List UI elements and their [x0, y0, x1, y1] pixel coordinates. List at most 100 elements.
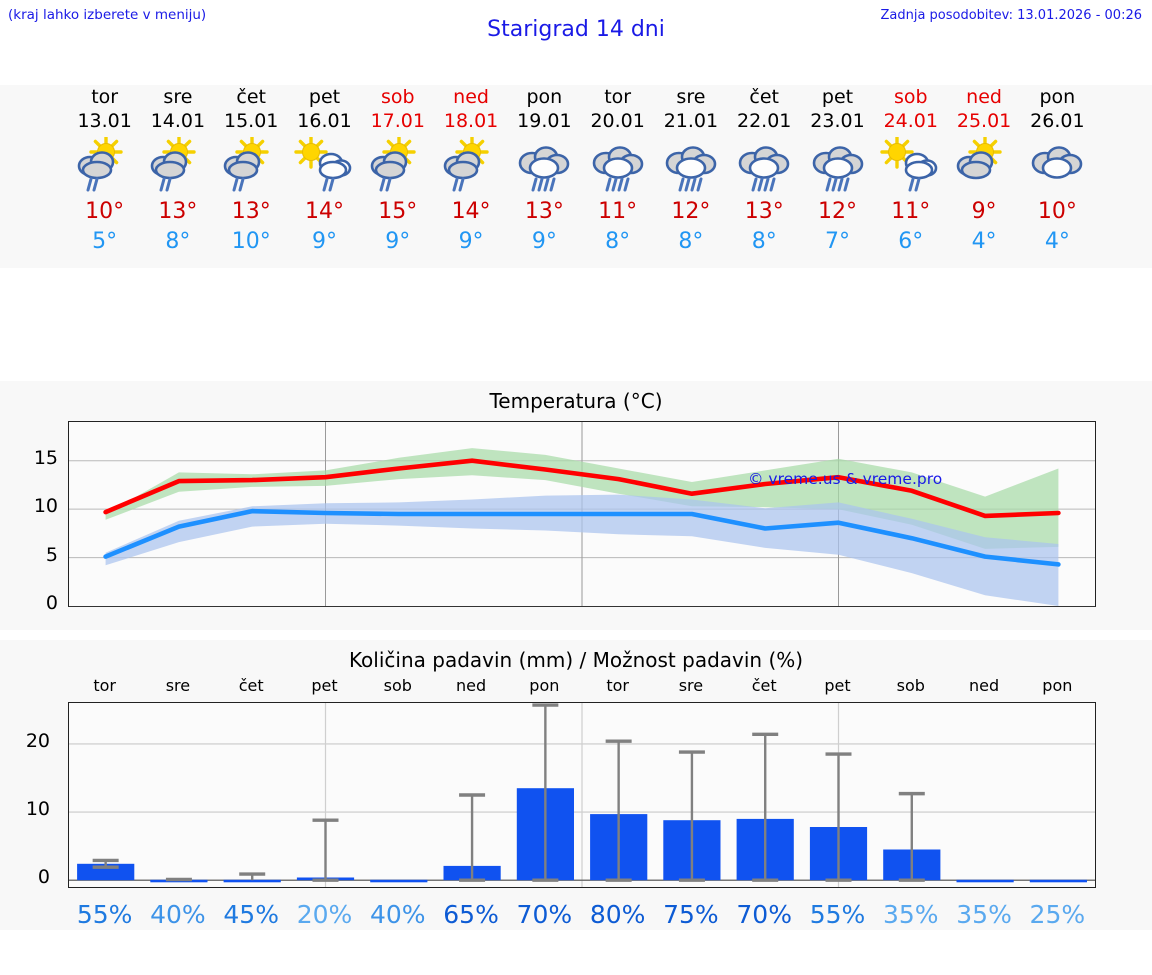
- sun-cloud-light-rain-icon: [370, 137, 416, 192]
- day-of-week: sob: [893, 86, 928, 108]
- day-of-week: pet: [821, 86, 854, 108]
- forecast-day-13[interactable]: ned 25.01 9° 4°: [943, 85, 1025, 257]
- sun-cloud-light-rain-icon: [223, 137, 269, 192]
- temperature-y-tick: 10: [33, 495, 58, 518]
- top-bar: (kraj lahko izberete v meniju) Starigrad…: [0, 0, 1152, 60]
- forecast-day-14[interactable]: pon 26.01 10° 4°: [1016, 85, 1098, 257]
- temperature-max: 12°: [671, 199, 711, 224]
- temperature-chart-section: Temperatura (°C) 0 5 10 15: [0, 381, 1152, 630]
- temperature-plot-area: [68, 421, 1096, 607]
- forecast-day-3[interactable]: čet 15.01 13° 10°: [210, 85, 292, 257]
- temperature-min: 6°: [898, 229, 924, 254]
- temperature-line-min: [103, 508, 1061, 567]
- precipitation-y-tick: 0: [37, 866, 50, 889]
- forecast-day-2[interactable]: sre 14.01 13° 8°: [137, 85, 219, 257]
- day-date: 14.01: [150, 110, 206, 132]
- temperature-min: 4°: [1044, 229, 1070, 254]
- day-date: 15.01: [224, 110, 279, 132]
- weather-icon-wrap: [357, 135, 439, 197]
- forecast-day-12[interactable]: sob 24.01 11° 6°: [870, 85, 952, 257]
- precipitation-probability: 70%: [516, 900, 573, 929]
- precipitation-probability: 80%: [589, 900, 646, 929]
- precipitation-day-labels: tor sre čet pet sob ned pon tor sre čet pet sob ned p…: [0, 676, 1152, 700]
- menu-hint: (kraj lahko izberete v meniju): [8, 7, 207, 23]
- forecast-day-6[interactable]: ned 18.01 14° 9°: [430, 85, 512, 257]
- forecast-day-4[interactable]: pet 16.01 14° 9°: [284, 85, 366, 257]
- weather-icon-wrap: [284, 135, 366, 197]
- temperature-line-max: [103, 458, 1061, 519]
- precipitation-day-label: pon: [529, 676, 560, 695]
- forecast-day-8[interactable]: tor 20.01 11° 8°: [577, 85, 659, 257]
- cloud-icon: [1032, 146, 1083, 179]
- weather-icon-wrap: [137, 135, 219, 197]
- day-of-week: ned: [966, 86, 1002, 108]
- cloud-rain-icon: [738, 146, 790, 192]
- precipitation-plot-svg: [69, 703, 1095, 887]
- precipitation-y-tick: 10: [25, 798, 50, 821]
- precipitation-day-label: sob: [383, 676, 412, 695]
- day-date: 16.01: [297, 110, 352, 132]
- precipitation-bar[interactable]: [956, 879, 1014, 883]
- precipitation-day-label: tor: [606, 676, 629, 695]
- sun-cloud-icon: [956, 137, 1002, 180]
- forecast-day-7[interactable]: pon 19.01 13° 9°: [503, 85, 585, 257]
- precipitation-bar[interactable]: [77, 863, 135, 881]
- precipitation-probability: 20%: [296, 900, 353, 929]
- cloud-rain-icon: [665, 146, 717, 192]
- temperature-max: 14°: [451, 199, 491, 224]
- temperature-max: 11°: [891, 199, 931, 224]
- cloud-rain-icon: [812, 146, 863, 192]
- day-date: 13.01: [77, 110, 132, 132]
- weather-icon-wrap: [1016, 135, 1098, 197]
- forecast-day-5[interactable]: sob 17.01 15° 9°: [357, 85, 439, 257]
- forecast-day-11[interactable]: pet 23.01 12° 7°: [797, 85, 879, 257]
- day-date: 22.01: [737, 110, 792, 132]
- temperature-min: 9°: [531, 229, 557, 254]
- sun-cloud-light-rain-icon: [77, 137, 123, 192]
- weather-icon-wrap: [210, 135, 292, 197]
- temperature-max: 13°: [524, 199, 564, 224]
- temperature-max: 15°: [378, 199, 418, 224]
- day-of-week: sre: [163, 86, 193, 108]
- day-of-week: čet: [749, 86, 779, 108]
- day-of-week: ned: [453, 86, 489, 108]
- temperature-max: 13°: [158, 199, 198, 224]
- weather-icon-wrap: [943, 135, 1025, 197]
- temperature-min: 9°: [312, 229, 337, 254]
- precipitation-day-label: pet: [311, 676, 338, 695]
- sun-cloud-light-rain-left-icon: [293, 137, 351, 192]
- temperature-y-tick: 0: [45, 592, 58, 614]
- weather-icon-wrap: [64, 135, 146, 197]
- temperature-min: 8°: [605, 229, 631, 254]
- day-of-week: tor: [91, 86, 119, 108]
- precipitation-day-label: pon: [1042, 676, 1073, 695]
- precipitation-probability: 35%: [882, 900, 939, 929]
- precipitation-bar[interactable]: [1029, 879, 1087, 883]
- cloud-rain-icon: [519, 146, 570, 192]
- last-updated: Zadnja posodobitev: 13.01.2026 - 00:26: [880, 8, 1142, 23]
- forecast-day-10[interactable]: čet 22.01 13° 8°: [723, 85, 805, 257]
- precipitation-probability: 55%: [809, 900, 866, 929]
- temperature-max: 10°: [85, 199, 125, 224]
- day-date: 26.01: [1030, 110, 1085, 132]
- precipitation-bar[interactable]: [223, 879, 281, 883]
- day-date: 17.01: [370, 110, 425, 132]
- temperature-min: 5°: [92, 229, 118, 254]
- temperature-max: 14°: [305, 199, 344, 224]
- precipitation-day-label: ned: [455, 676, 487, 695]
- forecast-day-9[interactable]: sre 21.01 12° 8°: [650, 85, 732, 257]
- day-date: 25.01: [956, 110, 1012, 132]
- temperature-min: 4°: [971, 229, 997, 254]
- precipitation-probability: 40%: [150, 900, 206, 929]
- precipitation-probability: 75%: [663, 900, 719, 929]
- precipitation-day-label: sre: [165, 676, 191, 695]
- temperature-chart-title: Temperatura (°C): [489, 389, 663, 413]
- precipitation-day-label: čet: [751, 676, 777, 695]
- weather-icon-wrap: [650, 135, 732, 197]
- forecast-day-1[interactable]: tor 13.01 10° 5°: [64, 85, 146, 257]
- precipitation-bar[interactable]: [370, 879, 428, 883]
- day-of-week: pet: [308, 86, 341, 108]
- day-of-week: pon: [1039, 86, 1076, 108]
- day-of-week: pon: [526, 86, 563, 108]
- weather-icon-wrap: [723, 135, 805, 197]
